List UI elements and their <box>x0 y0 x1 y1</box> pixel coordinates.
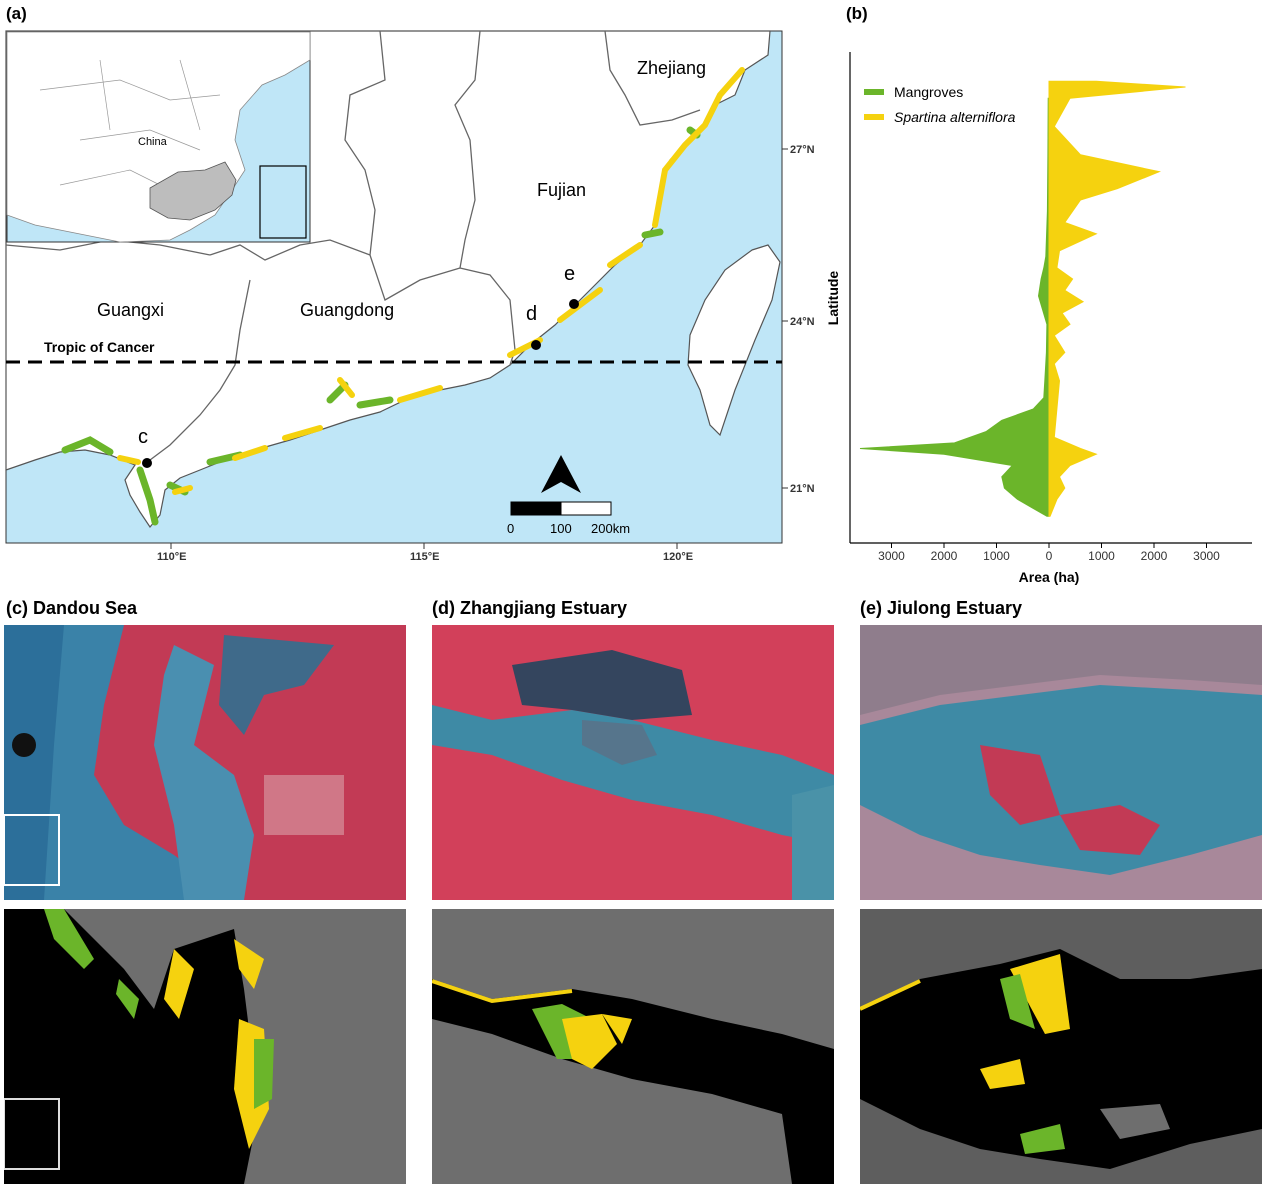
zhangjiang-classified-image <box>432 909 834 1184</box>
inset-map <box>6 31 311 243</box>
latitude-area-chart: 3000 2000 1000 0 1000 2000 3000 Area (ha) Lati… <box>825 52 1252 585</box>
x-tick-label: 2000 <box>931 549 958 563</box>
chart-ylabel: Latitude <box>825 271 841 326</box>
jiulong-false-color-image <box>860 625 1262 900</box>
site-c-dot <box>142 458 152 468</box>
tropic-label: Tropic of Cancer <box>44 339 155 355</box>
area-series-0 <box>859 97 1050 517</box>
spartina-coast <box>117 67 745 495</box>
dandou-false-color-image <box>4 625 406 900</box>
inset-china-label: China <box>138 136 168 148</box>
province-zhejiang: Zhejiang <box>637 58 706 78</box>
province-guangxi: Guangxi <box>97 300 164 320</box>
province-borders <box>5 30 701 461</box>
site-e-label: e <box>564 263 575 285</box>
site-e-dot <box>569 299 579 309</box>
coastal-map: China Zhejiang Fujian Guangdong Guangxi … <box>5 30 815 560</box>
panel-a-letter: (a) <box>6 4 27 23</box>
inset-taiwan-box <box>259 165 307 239</box>
panel-c-title: (c) Dandou Sea <box>6 598 138 618</box>
site-d-label: d <box>526 303 537 325</box>
site-d-dot <box>531 340 541 350</box>
province-guangdong: Guangdong <box>300 300 394 320</box>
area-series-1 <box>1048 80 1186 517</box>
jiulong-classified-image <box>860 909 1262 1184</box>
zhangjiang-false-color-image <box>432 625 834 900</box>
site-c-label: c <box>138 426 148 448</box>
panel-d-title: (d) Zhangjiang Estuary <box>432 598 628 618</box>
panel-b-letter: (b) <box>846 4 868 23</box>
legend-label-spartina: Spartina alterniflora <box>894 109 1016 125</box>
taiwan <box>687 244 781 437</box>
lon-tick-110: 110°E <box>157 551 186 560</box>
scale-bar-black <box>510 501 562 516</box>
scale-bar-white <box>560 501 612 516</box>
x-tick-label: 2000 <box>1141 549 1168 563</box>
lon-tick-120: 120°E <box>663 551 693 560</box>
x-tick-label: 3000 <box>1193 549 1220 563</box>
panel-e-title: (e) Jiulong Estuary <box>860 598 1023 618</box>
lat-tick-21: 21°N <box>790 483 815 495</box>
x-tick-label: 1000 <box>983 549 1010 563</box>
coastal-vegetation <box>61 67 745 526</box>
inset-study-provinces <box>149 161 237 221</box>
x-tick-label: 3000 <box>878 549 905 563</box>
scale-label-200: 200km <box>591 521 630 536</box>
lat-tick-27: 27°N <box>790 144 815 156</box>
x-tick-label: 0 <box>1046 549 1053 563</box>
chart-xlabel: Area (ha) <box>1019 569 1080 585</box>
dandou-classified-image <box>4 909 406 1184</box>
scale-label-0: 0 <box>507 521 514 536</box>
north-arrow <box>541 455 581 493</box>
lat-tick-24: 24°N <box>790 316 815 328</box>
scale-label-100: 100 <box>550 521 572 536</box>
x-tick-label: 1000 <box>1088 549 1115 563</box>
province-fujian: Fujian <box>537 180 586 200</box>
legend-label-mangroves: Mangroves <box>894 84 963 100</box>
lon-tick-115: 115°E <box>410 551 439 560</box>
